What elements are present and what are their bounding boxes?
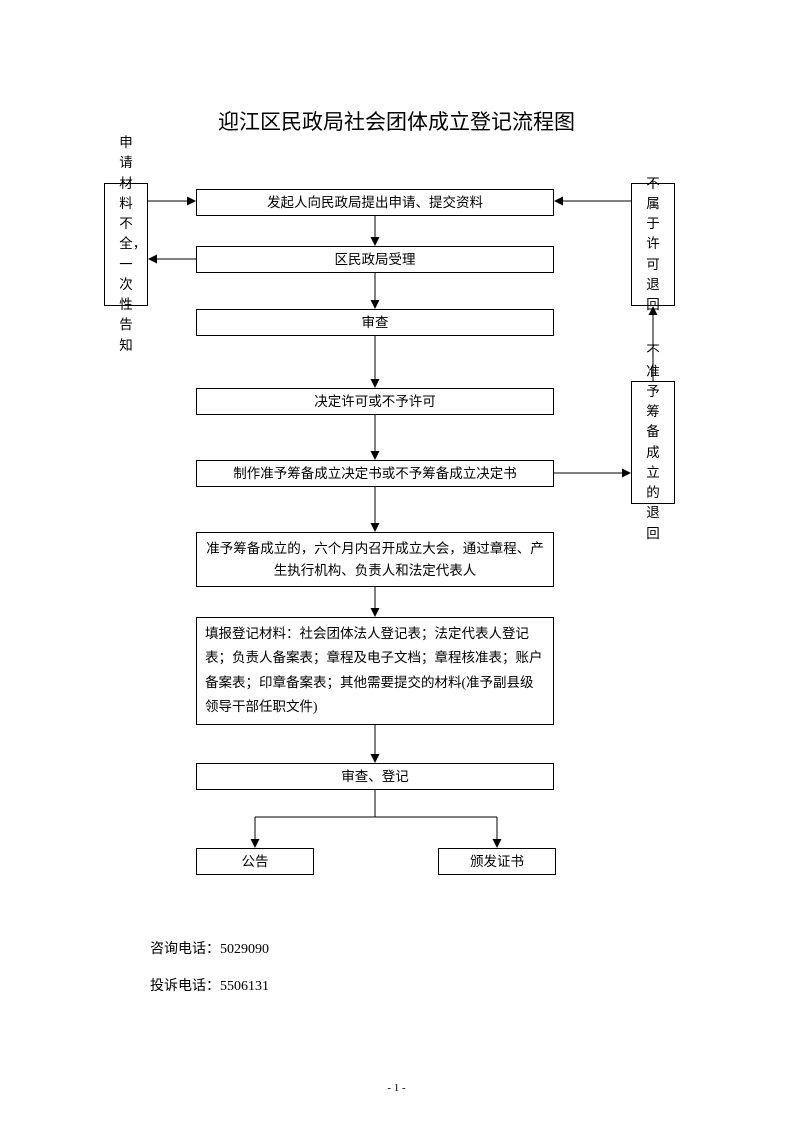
node-issue-certificate: 颁发证书 — [438, 848, 556, 875]
node-acceptance: 区民政局受理 — [196, 246, 554, 273]
n4-text: 决定许可或不予许可 — [314, 391, 436, 413]
consult-phone: 咨询电话：5029090 — [150, 938, 269, 958]
n8-text: 审查、登记 — [341, 766, 409, 788]
side-node-incomplete-materials: 申请材料不全，一次性告知 — [104, 183, 148, 306]
n3-text: 审查 — [362, 312, 389, 334]
n1-text: 发起人向民政局提出申请、提交资料 — [267, 192, 483, 214]
page-number: - 1 - — [0, 1082, 793, 1094]
node-make-decision-doc: 制作准予筹备成立决定书或不予筹备成立决定书 — [196, 460, 554, 487]
node-decision: 决定许可或不予许可 — [196, 388, 554, 415]
node-announcement: 公告 — [196, 848, 314, 875]
side-node-not-permitted-return: 不属于许可退回 — [631, 183, 675, 306]
side-left-text: 申请材料不全，一次性告知 — [119, 133, 133, 356]
side-node-not-approved-return: 不准予筹备成立的退回 — [631, 381, 675, 504]
side-right-top-text: 不属于许可退回 — [646, 174, 660, 316]
node-submit-application: 发起人向民政局提出申请、提交资料 — [196, 189, 554, 216]
n9-text: 公告 — [242, 851, 269, 873]
n2-text: 区民政局受理 — [335, 249, 416, 271]
page-title: 迎江区民政局社会团体成立登记流程图 — [0, 106, 793, 136]
node-fill-registration: 填报登记材料：社会团体法人登记表；法定代表人登记表；负责人备案表；章程及电子文档… — [196, 617, 554, 725]
complaint-phone: 投诉电话：5506131 — [150, 975, 269, 995]
node-convene-meeting: 准予筹备成立的，六个月内召开成立大会，通过章程、产生执行机构、负责人和法定代表人 — [196, 532, 554, 587]
side-right-mid-text: 不准予筹备成立的退回 — [646, 341, 660, 544]
n7-text: 填报登记材料：社会团体法人登记表；法定代表人登记表；负责人备案表；章程及电子文档… — [205, 622, 545, 719]
node-review: 审查 — [196, 309, 554, 336]
node-review-register: 审查、登记 — [196, 763, 554, 790]
n10-text: 颁发证书 — [470, 851, 524, 873]
n6-text: 准予筹备成立的，六个月内召开成立大会，通过章程、产生执行机构、负责人和法定代表人 — [205, 538, 545, 581]
n5-text: 制作准予筹备成立决定书或不予筹备成立决定书 — [233, 463, 517, 485]
